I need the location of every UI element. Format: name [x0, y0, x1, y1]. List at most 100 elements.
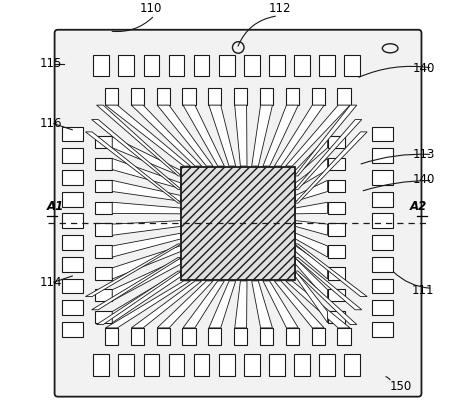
Bar: [328, 311, 345, 323]
Bar: [372, 257, 393, 272]
Bar: [95, 311, 112, 323]
Polygon shape: [131, 105, 202, 166]
Bar: [219, 354, 235, 376]
Bar: [62, 322, 83, 337]
Text: 111: 111: [412, 284, 435, 297]
Polygon shape: [235, 105, 247, 166]
Polygon shape: [157, 105, 213, 166]
Bar: [328, 245, 345, 258]
Bar: [208, 88, 221, 105]
Polygon shape: [286, 281, 350, 328]
Bar: [182, 167, 295, 280]
Bar: [62, 213, 83, 228]
Polygon shape: [295, 132, 367, 203]
Bar: [328, 136, 345, 149]
Polygon shape: [263, 281, 298, 328]
Polygon shape: [112, 271, 181, 323]
Text: 115: 115: [39, 57, 62, 70]
Bar: [269, 55, 285, 76]
Bar: [95, 158, 112, 170]
Bar: [194, 354, 210, 376]
Bar: [62, 148, 83, 163]
Bar: [260, 88, 273, 105]
Polygon shape: [112, 220, 181, 235]
Bar: [319, 354, 335, 376]
Bar: [294, 354, 310, 376]
Bar: [62, 300, 83, 315]
Bar: [62, 257, 83, 272]
Polygon shape: [295, 233, 328, 257]
Bar: [234, 88, 247, 105]
Bar: [144, 55, 159, 76]
Bar: [345, 354, 360, 376]
Bar: [269, 354, 285, 376]
Bar: [93, 354, 109, 376]
Bar: [372, 213, 393, 228]
Polygon shape: [131, 281, 202, 328]
Polygon shape: [295, 258, 362, 310]
Bar: [95, 245, 112, 258]
Polygon shape: [157, 281, 213, 328]
Text: 140: 140: [412, 62, 435, 74]
Bar: [328, 180, 345, 192]
Polygon shape: [295, 158, 328, 188]
Polygon shape: [112, 233, 181, 257]
Bar: [118, 55, 134, 76]
Bar: [95, 202, 112, 214]
Bar: [156, 328, 170, 345]
Bar: [328, 223, 345, 236]
Bar: [372, 235, 393, 250]
Polygon shape: [85, 244, 182, 297]
Bar: [328, 158, 345, 170]
Polygon shape: [112, 158, 181, 188]
Polygon shape: [112, 246, 181, 279]
Polygon shape: [274, 281, 324, 328]
Polygon shape: [106, 105, 191, 166]
Polygon shape: [112, 202, 181, 214]
Bar: [286, 88, 299, 105]
Bar: [131, 328, 144, 345]
Text: 116: 116: [39, 117, 62, 130]
Bar: [328, 289, 345, 302]
Polygon shape: [91, 258, 182, 310]
Bar: [244, 55, 260, 76]
Bar: [95, 223, 112, 236]
Polygon shape: [252, 105, 273, 166]
Bar: [337, 88, 351, 105]
Text: 140: 140: [412, 173, 435, 186]
Bar: [182, 88, 196, 105]
Text: 112: 112: [269, 2, 292, 15]
Bar: [182, 328, 196, 345]
Text: 150: 150: [389, 380, 411, 393]
Polygon shape: [235, 281, 247, 328]
Bar: [372, 322, 393, 337]
Bar: [118, 354, 134, 376]
Polygon shape: [295, 136, 328, 176]
Text: 110: 110: [139, 2, 162, 15]
Bar: [156, 88, 170, 105]
Bar: [372, 279, 393, 293]
Bar: [345, 55, 360, 76]
Polygon shape: [183, 281, 224, 328]
Bar: [311, 328, 325, 345]
Bar: [194, 55, 210, 76]
Text: A1: A1: [47, 201, 64, 213]
Bar: [311, 88, 325, 105]
Bar: [372, 300, 393, 315]
Bar: [372, 126, 393, 141]
Bar: [62, 126, 83, 141]
Bar: [260, 328, 273, 345]
Text: 114: 114: [39, 276, 62, 289]
Polygon shape: [286, 105, 350, 166]
Polygon shape: [295, 271, 328, 323]
Bar: [244, 354, 260, 376]
Bar: [93, 55, 109, 76]
Polygon shape: [85, 132, 182, 203]
Bar: [95, 180, 112, 192]
Bar: [208, 328, 221, 345]
Bar: [105, 328, 118, 345]
Polygon shape: [274, 105, 324, 166]
Polygon shape: [209, 281, 236, 328]
Bar: [328, 267, 345, 280]
Bar: [105, 88, 118, 105]
